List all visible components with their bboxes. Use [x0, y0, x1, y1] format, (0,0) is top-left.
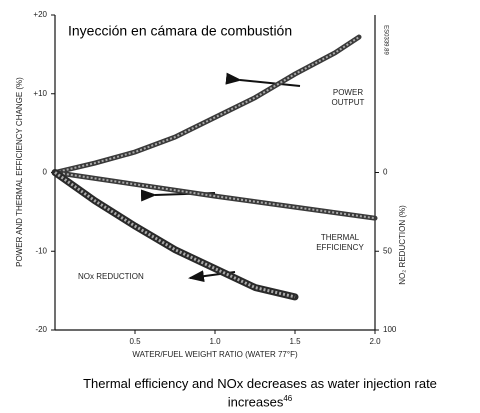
series-band-inner [54, 171, 376, 220]
y2-axis-label: NO₂ REDUCTION (%) [398, 205, 407, 285]
series-band [52, 34, 362, 175]
x-tick-label: 1.5 [289, 337, 301, 346]
footnote: 46 [283, 394, 293, 403]
y-tick-label: +20 [33, 10, 47, 19]
series-band-inner [54, 36, 360, 174]
series-label: NOx REDUCTION [78, 272, 144, 281]
y-tick-label: 0 [43, 168, 48, 177]
y2-tick-label: 50 [383, 246, 392, 255]
y-tick-label: -20 [35, 325, 47, 334]
series-band-inner [54, 171, 296, 299]
x-tick-label: 2.0 [369, 337, 381, 346]
series-label: THERMAL EFFICIENCY [316, 233, 364, 252]
figure-code: ES0339.89 [382, 25, 388, 55]
caption-text: Thermal efficiency and NOx decreases as … [83, 376, 437, 410]
y2-tick-label: 0 [383, 168, 388, 177]
caption: Thermal efficiency and NOx decreases as … [60, 376, 460, 409]
y2-tick-label: 100 [383, 325, 397, 334]
y-axis-label: POWER AND THERMAL EFFICIENCY CHANGE (%) [15, 77, 24, 267]
chart-title: Inyección en cámara de combustión [68, 23, 292, 39]
arrow [225, 72, 301, 87]
x-tick-label: 0.5 [129, 337, 141, 346]
y-tick-label: +10 [33, 89, 47, 98]
series-label: POWER OUTPUT [331, 88, 365, 107]
x-tick-label: 1.0 [209, 337, 221, 346]
x-axis-label: WATER/FUEL WEIGHT RATIO (WATER 77°F) [132, 350, 298, 359]
y-tick-label: -10 [35, 246, 47, 255]
